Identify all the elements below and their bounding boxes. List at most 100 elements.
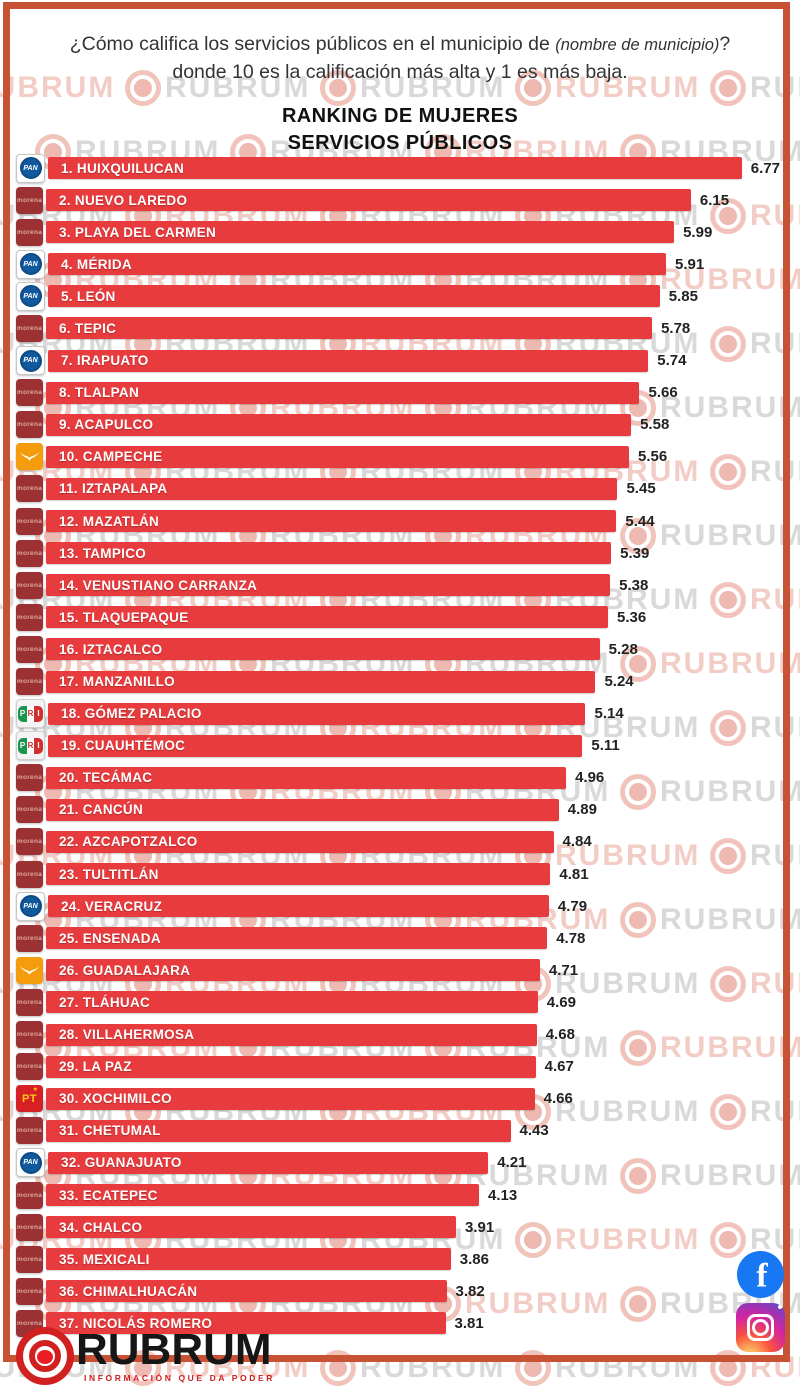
score-bar: 22. AZCAPOTZALCO xyxy=(46,830,554,853)
watermark-text: RUBRUM xyxy=(660,391,800,424)
ranking-row: morena 17. MANZANILLO 5.24 xyxy=(16,668,780,695)
bar-track: 3. PLAYA DEL CARMEN 5.99 xyxy=(46,221,780,244)
watermark-bullseye-icon xyxy=(710,838,746,874)
ranking-row: morena 33. ECATEPEC 4.13 xyxy=(16,1181,780,1209)
watermark-text: RUBRUM xyxy=(555,71,701,104)
score-value: 5.44 xyxy=(625,512,655,530)
rubrum-bullseye-core xyxy=(37,1350,53,1364)
score-bar: 36. CHIMALHUACÁN xyxy=(46,1280,447,1303)
rubrum-watermark: RUBRUM xyxy=(620,646,800,682)
rubrum-watermark: RUBRUM xyxy=(710,838,800,874)
municipality-label: 5. LEÓN xyxy=(61,288,116,304)
score-bar: 18. GÓMEZ PALACIO xyxy=(48,702,586,725)
municipality-label: 22. AZCAPOTZALCO xyxy=(59,834,198,850)
morena-party-icon: morena xyxy=(16,1053,43,1081)
watermark-text: RUBRUM xyxy=(465,1159,611,1192)
instagram-camera-glyph xyxy=(747,1314,774,1341)
watermark-text: RUBRUM xyxy=(660,263,800,296)
score-bar: 29. LA PAZ xyxy=(46,1055,536,1078)
bar-track: 19. CUAUHTÉMOC 5.11 xyxy=(48,734,780,757)
morena-party-icon: morena xyxy=(16,1213,43,1241)
municipality-label: 35. MEXICALI xyxy=(59,1251,150,1267)
bar-track: 23. TULTITLÁN 4.81 xyxy=(46,863,780,886)
score-bar: 30. XOCHIMILCO xyxy=(46,1087,535,1110)
bar-track: 11. IZTAPALAPA 5.45 xyxy=(46,477,780,500)
municipality-label: 32. GUANAJUATO xyxy=(61,1155,182,1171)
watermark-text: RUBRUM xyxy=(360,71,506,104)
score-value: 5.66 xyxy=(648,384,678,402)
score-bar: 3. PLAYA DEL CARMEN xyxy=(46,221,675,244)
rubrum-watermark: RUBRUM xyxy=(710,710,800,746)
ranking-row: morena 37. NICOLÁS ROMERO 3.81 xyxy=(16,1309,780,1337)
watermark-bullseye-icon xyxy=(710,1350,746,1386)
rubrum-watermark: RUBRUM xyxy=(710,1222,800,1258)
watermark-text: RUBRUM xyxy=(750,327,800,360)
bar-track: 33. ECATEPEC 4.13 xyxy=(46,1184,780,1206)
brand-name: RUBRUM xyxy=(76,1324,272,1374)
rubrum-watermark: RUBRUM xyxy=(710,1094,800,1130)
chart-title-line2: SERVICIOS PÚBLICOS xyxy=(287,132,513,154)
watermark-bullseye-icon xyxy=(515,1222,551,1258)
rubrum-watermark: RUBRUM xyxy=(620,774,800,810)
bar-track: 32. GUANAJUATO 4.21 xyxy=(48,1151,780,1174)
watermark-text: RUBRUM xyxy=(660,1159,800,1192)
instagram-icon[interactable] xyxy=(736,1303,785,1352)
footer-brand: RUBRUM INFORMACIÓN QUE DA PODER xyxy=(16,1327,275,1385)
rubrum-watermark: RUBRUM xyxy=(620,1158,800,1194)
mc-party-icon xyxy=(16,956,43,984)
watermark-bullseye-icon xyxy=(125,70,161,106)
bar-track: 31. CHETUMAL 4.43 xyxy=(46,1119,780,1142)
brand-tagline: INFORMACIÓN QUE DA PODER xyxy=(84,1373,276,1384)
morena-party-icon: morena xyxy=(16,218,43,246)
watermark-text: RUBRUM xyxy=(0,71,116,104)
ranking-row: morena 3. PLAYA DEL CARMEN 5.99 xyxy=(16,218,780,246)
ranking-row: morena 27. TLÁHUAC 4.69 xyxy=(16,988,780,1016)
watermark-bullseye-icon xyxy=(320,1350,356,1386)
municipality-label: 13. TAMPICO xyxy=(59,545,147,561)
watermark-text: RUBRUM xyxy=(555,967,701,1000)
score-bar: 15. TLAQUEPAQUE xyxy=(46,606,609,629)
rubrum-watermark: RUBRUM xyxy=(620,902,800,938)
rubrum-watermark: RUBRUM xyxy=(710,326,800,362)
ranking-row: morena 23. TULTITLÁN 4.81 xyxy=(16,860,780,888)
morena-party-icon: morena xyxy=(16,1245,43,1273)
score-value: 4.79 xyxy=(557,897,588,915)
score-value: 3.86 xyxy=(459,1250,489,1268)
score-bar: 23. TULTITLÁN xyxy=(46,863,551,886)
score-bar: 6. TEPIC xyxy=(46,317,653,340)
morena-party-icon: morena xyxy=(16,668,43,695)
watermark-bullseye-icon xyxy=(710,710,746,746)
score-value: 4.96 xyxy=(575,769,605,787)
score-value: 4.66 xyxy=(543,1090,573,1108)
facebook-icon[interactable]: f xyxy=(737,1251,784,1298)
watermark-bullseye-icon xyxy=(620,774,656,810)
score-bar: 33. ECATEPEC xyxy=(46,1184,480,1206)
ranking-row: morena 25. ENSENADA 4.78 xyxy=(16,924,780,952)
instagram-lens xyxy=(752,1319,769,1336)
watermark-text: RUBRUM xyxy=(660,903,800,936)
watermark-bullseye-icon xyxy=(320,70,356,106)
watermark-text: RUBRUM xyxy=(750,711,800,744)
score-value: 3.82 xyxy=(455,1282,485,1300)
score-value: 5.24 xyxy=(604,673,634,690)
bar-track: 13. TAMPICO 5.39 xyxy=(46,542,780,565)
municipality-label: 23. TULTITLÁN xyxy=(59,866,159,882)
bar-track: 25. ENSENADA 4.78 xyxy=(46,927,780,950)
municipality-label: 19. CUAUHTÉMOC xyxy=(61,738,186,754)
municipality-label: 16. IZTACALCO xyxy=(59,641,163,657)
score-value: 5.14 xyxy=(594,705,624,723)
municipality-label: 1. HUIXQUILUCAN xyxy=(61,160,185,176)
score-bar: 19. CUAUHTÉMOC xyxy=(48,734,583,757)
morena-party-icon: morena xyxy=(16,411,43,439)
watermark-bullseye-icon xyxy=(515,1350,551,1386)
morena-party-icon: morena xyxy=(16,314,43,342)
score-value: 3.81 xyxy=(454,1314,484,1332)
score-bar: 27. TLÁHUAC xyxy=(46,991,538,1014)
score-bar: 9. ACAPULCO xyxy=(46,413,632,436)
bar-track: 12. MAZATLÁN 5.44 xyxy=(46,510,780,533)
municipality-label: 30. XOCHIMILCO xyxy=(59,1091,172,1107)
watermark-bullseye-icon xyxy=(710,326,746,362)
score-bar: 24. VERACRUZ xyxy=(48,895,549,918)
municipality-label: 7. IRAPUATO xyxy=(61,353,149,369)
